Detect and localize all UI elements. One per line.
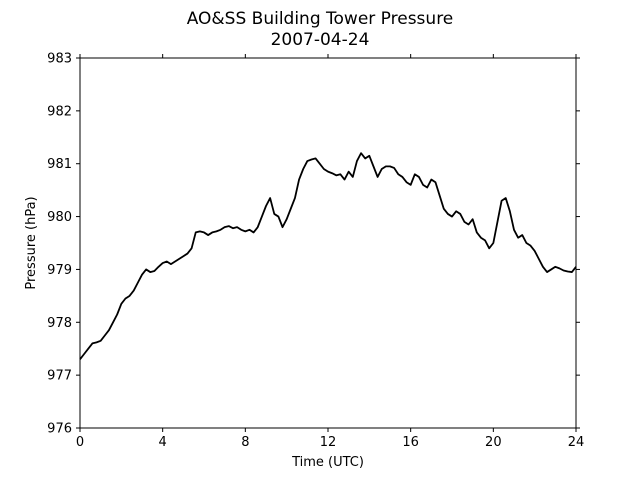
y-tick-label: 979 bbox=[47, 263, 72, 278]
chart-title: AO&SS Building Tower Pressure bbox=[187, 9, 454, 29]
x-tick-label: 16 bbox=[402, 435, 419, 450]
x-tick-label: 4 bbox=[159, 435, 167, 450]
x-tick-label: 8 bbox=[241, 435, 249, 450]
y-tick-label: 982 bbox=[47, 104, 72, 119]
y-tick-label: 978 bbox=[47, 316, 72, 331]
y-tick-label: 981 bbox=[47, 157, 72, 172]
y-tick-label: 977 bbox=[47, 369, 72, 384]
y-tick-label: 983 bbox=[47, 52, 72, 67]
y-tick-label: 976 bbox=[47, 422, 72, 437]
plot-area-frame bbox=[79, 57, 577, 429]
x-tick-label: 12 bbox=[320, 435, 337, 450]
x-axis-label: Time (UTC) bbox=[291, 455, 364, 470]
pressure-series-line bbox=[79, 152, 577, 360]
x-tick-label: 20 bbox=[485, 435, 502, 450]
y-axis-label: Pressure (hPa) bbox=[24, 196, 39, 289]
axis-ticks: 0 4 8 12 16 20 24 976 977 978 979 980 981 982 983 bbox=[47, 52, 584, 451]
chart-subtitle: 2007-04-24 bbox=[271, 30, 370, 50]
y-tick-label: 980 bbox=[47, 210, 72, 225]
x-tick-label: 24 bbox=[568, 435, 585, 450]
x-tick-label: 0 bbox=[76, 435, 84, 450]
